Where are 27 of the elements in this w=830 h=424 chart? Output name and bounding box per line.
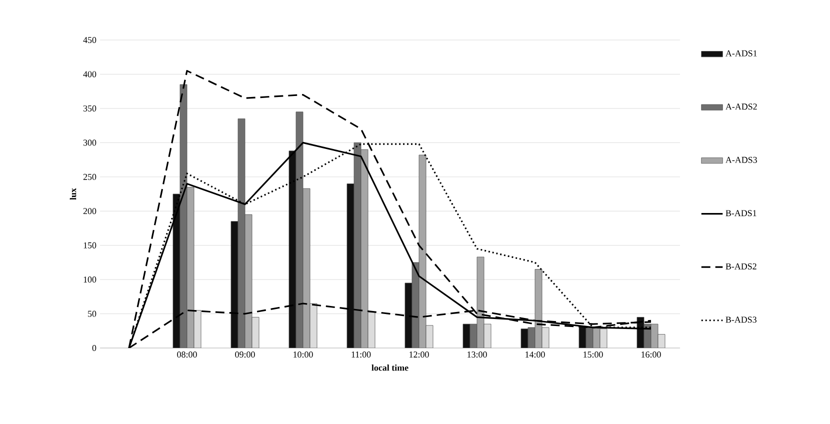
x-tick-label: 09:00 [235,352,255,358]
x-tick-label: 12:00 [410,352,429,358]
y-tick-label: 50 [88,310,96,317]
legend-label: B-ADS3 [726,316,756,323]
x-tick-label: 14:00 [526,352,545,358]
y-axis-title: lux [70,188,76,200]
x-axis-title: local time [372,364,408,371]
legend-label: A-ADS3 [726,156,757,163]
y-tick-label: 0 [92,344,96,352]
y-tick-label: 100 [84,276,96,283]
y-tick-label: 250 [83,174,96,180]
x-tick-label: 15:00 [584,352,603,358]
legend-label: A-ADS2 [726,104,757,110]
y-tick-label: 300 [83,140,96,146]
x-tick-label: 11:00 [352,352,371,358]
x-tick-label: 08:00 [177,352,197,358]
legend-label: A-ADS1 [726,50,757,56]
x-tick-label: 13:00 [468,352,487,358]
y-tick-label: 450 [83,36,96,44]
x-tick-label: 10:00 [294,352,313,358]
y-tick-label: 400 [83,71,96,78]
y-tick-label: 150 [84,242,96,248]
legend-label: B-ADS1 [726,210,756,216]
y-tick-label: 350 [83,105,96,112]
x-tick-label: 16:00 [642,352,661,358]
legend-label: B-ADS2 [726,263,756,270]
y-tick-label: 200 [83,208,96,214]
